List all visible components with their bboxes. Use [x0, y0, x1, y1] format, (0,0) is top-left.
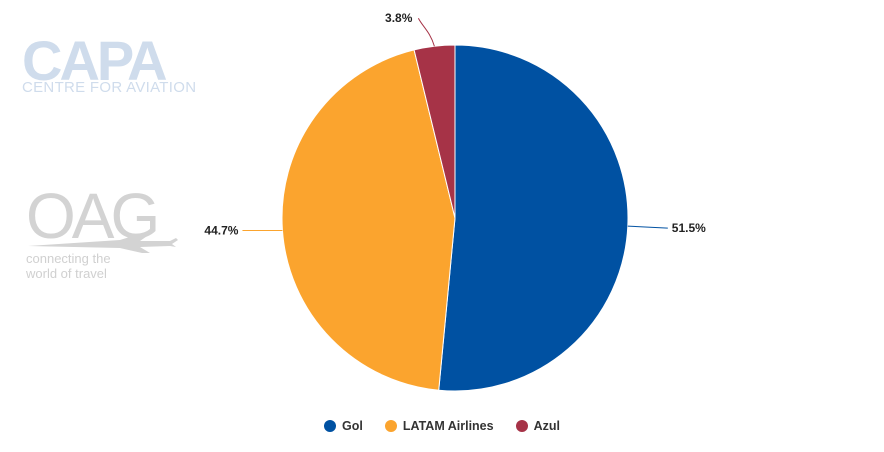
legend-swatch-azul [515, 420, 528, 432]
oag-tagline-2: world of travel [25, 266, 107, 281]
legend-label-gol: Gol [342, 419, 363, 433]
legend-label-latam: LATAM Airlines [402, 419, 494, 433]
legend: Gol LATAM Airlines Azul [0, 419, 884, 433]
pie-label-azul: 3.8% [385, 11, 413, 25]
pie-slices [281, 44, 629, 392]
legend-item-azul[interactable]: Azul [515, 419, 560, 433]
pie-connector-azul [417, 18, 435, 47]
legend-item-gol[interactable]: Gol [324, 419, 363, 433]
pie-data-labels: 51.5% 44.7% 3.8% [204, 11, 706, 237]
pie-label-gol: 51.5% [672, 221, 706, 235]
airplane-icon [28, 233, 178, 253]
pie-connector-gol [627, 225, 668, 229]
legend-swatch-latam [384, 420, 397, 432]
capa-logo: CAPA CENTRE FOR AVIATION [22, 29, 196, 96]
capa-tagline: CENTRE FOR AVIATION [22, 79, 196, 96]
legend-swatch-gol [324, 420, 336, 432]
oag-tagline-1: connecting the [26, 251, 111, 266]
pie-slice-azul[interactable] [413, 44, 456, 219]
legend-label-azul: Azul [533, 419, 560, 433]
pie-slice-latam[interactable] [281, 49, 456, 391]
pie-slice-gol[interactable] [438, 44, 629, 392]
oag-logo: OAG connecting the world of travel [25, 180, 178, 281]
capa-logo-text: CAPA [22, 29, 166, 92]
legend-item-latam[interactable]: LATAM Airlines [384, 419, 494, 433]
pie-label-latam: 44.7% [204, 223, 238, 237]
